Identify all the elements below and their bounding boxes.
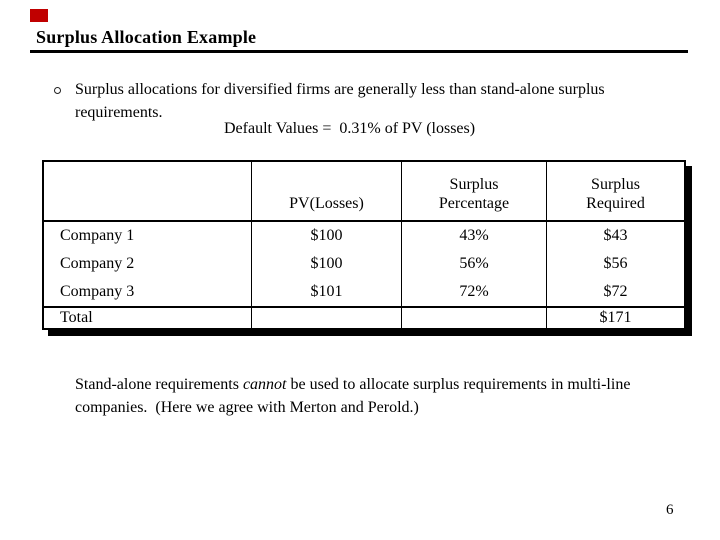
footer-post: be used to allocate surplus requirements…	[75, 376, 635, 416]
row-label: Company 1	[44, 222, 252, 250]
header-pct-line1: Surplus	[449, 176, 499, 193]
footer-paragraph: Stand-alone requirements cannot be used …	[75, 373, 675, 419]
title-underline	[30, 50, 688, 53]
row-pct: 72%	[402, 278, 547, 306]
row-label: Company 3	[44, 278, 252, 306]
bullet-icon	[54, 87, 61, 94]
row-req: $43	[603, 227, 628, 244]
total-req: $171	[599, 309, 632, 326]
header-cell-empty	[44, 162, 252, 220]
row-req: $72	[603, 283, 628, 300]
total-label: Total	[44, 308, 252, 328]
surplus-table: PV(Losses) Surplus Percentage Surplus Re…	[42, 160, 686, 330]
table-row: Company 2 $100 56% $56	[44, 250, 684, 278]
table-row: Company 1 $100 43% $43	[44, 222, 684, 250]
bullet-text: Surplus allocations for diversified firm…	[75, 81, 605, 121]
table-row: Company 3 $101 72% $72	[44, 278, 684, 306]
row-pct: 43%	[402, 222, 547, 250]
row-req: $56	[603, 255, 628, 272]
row-pv: $100	[252, 250, 402, 278]
header-req-line1: Surplus	[591, 176, 640, 193]
accent-box	[30, 9, 48, 22]
footer-pre: Stand-alone requirements	[75, 376, 243, 393]
footer-italic-word: cannot	[242, 376, 287, 393]
header-pv-label: PV(Losses)	[289, 195, 364, 212]
page-number: 6	[666, 502, 674, 518]
row-pv: $100	[252, 222, 402, 250]
page-title: Surplus Allocation Example	[36, 27, 257, 47]
row-pv: $101	[252, 278, 402, 306]
default-values-line: Default Values = 0.31% of PV (losses)	[224, 120, 476, 137]
row-label: Company 2	[44, 250, 252, 278]
header-cell-pv: PV(Losses)	[252, 162, 402, 220]
header-cell-surplus-required: Surplus Required	[547, 162, 684, 220]
row-pct: 56%	[402, 250, 547, 278]
header-cell-surplus-percentage: Surplus Percentage	[402, 162, 547, 220]
table-total-row: Total $171	[44, 306, 684, 328]
total-pv	[252, 308, 402, 328]
header-req-line2: Required	[586, 195, 645, 212]
table-header-row: PV(Losses) Surplus Percentage Surplus Re…	[44, 162, 684, 222]
total-pct	[402, 308, 547, 328]
header-pct-line2: Percentage	[438, 195, 510, 212]
